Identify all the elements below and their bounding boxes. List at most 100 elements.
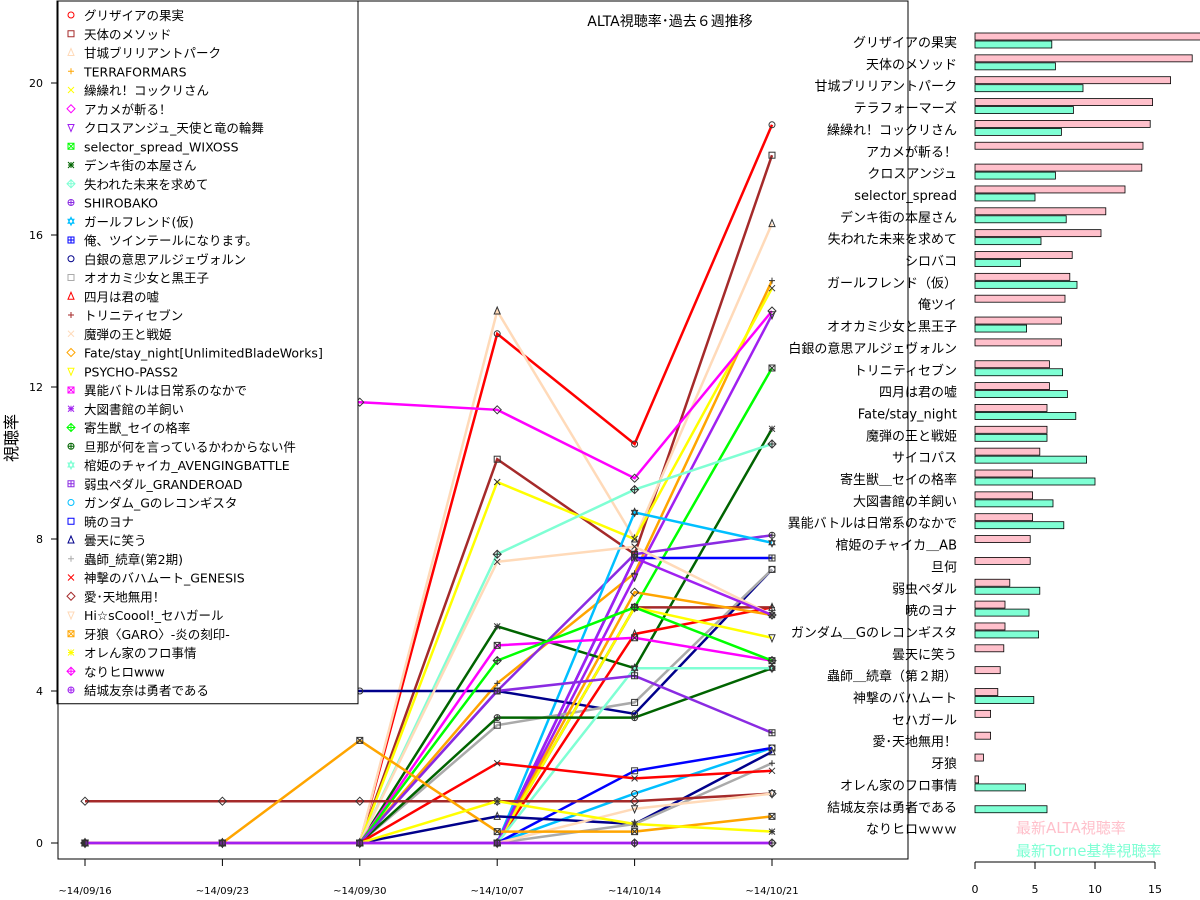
data-point — [767, 439, 777, 449]
legend-item: 結城友奈は勇者である — [67, 683, 209, 698]
bar-group — [974, 207, 1107, 224]
legend-label: selector_spread_WIXOSS — [84, 139, 239, 154]
data-point — [631, 820, 638, 828]
data-point — [768, 531, 776, 539]
bar-torne — [974, 259, 1021, 267]
bar-group — [974, 578, 1041, 595]
bar-group — [974, 535, 1031, 543]
bar-category-label: 旦何 — [931, 559, 957, 575]
data-point — [631, 440, 639, 448]
bar-group — [974, 294, 1066, 303]
data-point — [493, 828, 501, 836]
legend-label: グリザイアの果実 — [84, 8, 184, 23]
legend-marker — [67, 574, 75, 581]
legend-label: SHIROBAKO — [84, 196, 158, 211]
bar-category-label: 牙狼 — [931, 757, 957, 772]
data-point — [493, 330, 501, 338]
bar-group — [974, 513, 1065, 530]
data-point — [493, 839, 501, 847]
legend-item: 愛･天地無用！ — [66, 589, 165, 604]
data-point — [768, 828, 776, 835]
bar-torne — [974, 586, 1041, 595]
bar-x-tick-label: 15 — [1148, 883, 1162, 896]
bar-alta — [974, 316, 1062, 325]
series-30 — [81, 759, 776, 847]
legend-marker — [66, 666, 76, 676]
legend-label: 天体のメソッド — [84, 27, 172, 42]
bar-group — [974, 98, 1154, 114]
bar-category-label: 弱虫ペダル — [892, 582, 957, 597]
legend-label: 大図書館の羊飼い — [84, 402, 184, 417]
bar-category-label: 棺姫のチャイカ＿AB — [835, 539, 957, 554]
legend-marker — [67, 649, 75, 656]
bar-alta — [974, 360, 1050, 369]
bar-category-label: selector_spread — [854, 189, 957, 204]
legend-label: 異能バトルは日常系のなかで — [84, 383, 247, 398]
legend-item: Fate/stay_night[UnlimitedBladeWorks] — [66, 346, 323, 361]
data-point — [768, 364, 776, 372]
data-point — [493, 641, 501, 649]
bar-torne — [974, 630, 1039, 639]
legend-item: クロスアンジュ_天使と竜の輪舞 — [67, 121, 264, 136]
bar-group — [974, 404, 1077, 420]
legend-marker — [66, 347, 76, 358]
bar-group — [974, 709, 992, 718]
legend-item: 繰繰れ！コックリさん — [67, 83, 209, 98]
data-point — [768, 634, 776, 644]
data-point — [631, 839, 639, 847]
legend-label: Hi☆sCoool!_セハガール — [84, 608, 224, 623]
y-tick-label: 16 — [29, 229, 43, 242]
bar-category-label: オレん家のフロ事情 — [840, 778, 957, 794]
bar-alta — [974, 513, 1033, 522]
legend-marker — [67, 367, 75, 377]
data-point — [631, 828, 639, 836]
legend-label: 白銀の意思アルジェヴォルン — [84, 252, 246, 267]
data-point — [768, 611, 776, 619]
legend-label: アカメが斬る！ — [84, 102, 172, 117]
legend-label: 魔弾の王と戦姫 — [84, 327, 172, 342]
data-point — [493, 759, 501, 767]
legend-marker — [67, 86, 75, 94]
bar-torne — [974, 62, 1056, 71]
legend-item: デンキ街の本屋さん — [67, 158, 197, 173]
legend-marker — [68, 312, 74, 318]
bar-alta — [974, 535, 1031, 543]
data-point — [769, 604, 775, 611]
bar-alta — [974, 666, 1001, 675]
bar-chart: グリザイアの果実天体のメソッド甘城ブリリアントパークテラフォーマーズ繰繰れ！コッ… — [788, 32, 1200, 896]
series-31 — [80, 788, 777, 806]
legend-label: クロスアンジュ_天使と竜の輪舞 — [84, 121, 264, 136]
bar-alta — [974, 600, 1006, 609]
bar-torne — [974, 127, 1062, 136]
data-point — [768, 425, 776, 433]
bar-alta — [974, 76, 1172, 85]
bar-torne — [974, 368, 1063, 377]
bar-category-label: 寄生獣＿セイの格率 — [840, 472, 957, 488]
data-point — [768, 744, 776, 752]
bar-alta — [974, 404, 1048, 412]
bar-category-label: 繰繰れ！コックリさん — [827, 123, 957, 138]
bar-category-label: テラフォーマーズ — [854, 101, 957, 117]
bar-alta — [974, 163, 1143, 172]
data-point — [493, 811, 501, 820]
data-point — [629, 473, 640, 483]
legend-item: TERRAFORMARS — [68, 64, 187, 79]
bar-alta — [974, 120, 1151, 128]
data-point — [768, 790, 776, 799]
chart-title: ALTA視聴率･過去６週推移 — [587, 13, 753, 30]
bar-group — [974, 775, 1026, 792]
bar-alta — [974, 688, 999, 696]
bar-alta — [974, 98, 1154, 106]
legend-label: 結城友奈は勇者である — [84, 683, 209, 698]
data-point — [493, 478, 501, 486]
bar-category-label: なりヒロｗｗｗ — [866, 823, 957, 838]
data-point — [493, 558, 501, 566]
data-point — [631, 767, 639, 775]
series-36 — [81, 839, 776, 847]
bar-torne — [974, 280, 1078, 289]
legend-item: アカメが斬る！ — [66, 102, 172, 117]
legend-label: TERRAFORMARS — [83, 64, 187, 79]
data-point — [768, 121, 776, 129]
data-point — [629, 587, 640, 597]
legend-label: Fate/stay_night[UnlimitedBladeWorks] — [84, 346, 323, 361]
